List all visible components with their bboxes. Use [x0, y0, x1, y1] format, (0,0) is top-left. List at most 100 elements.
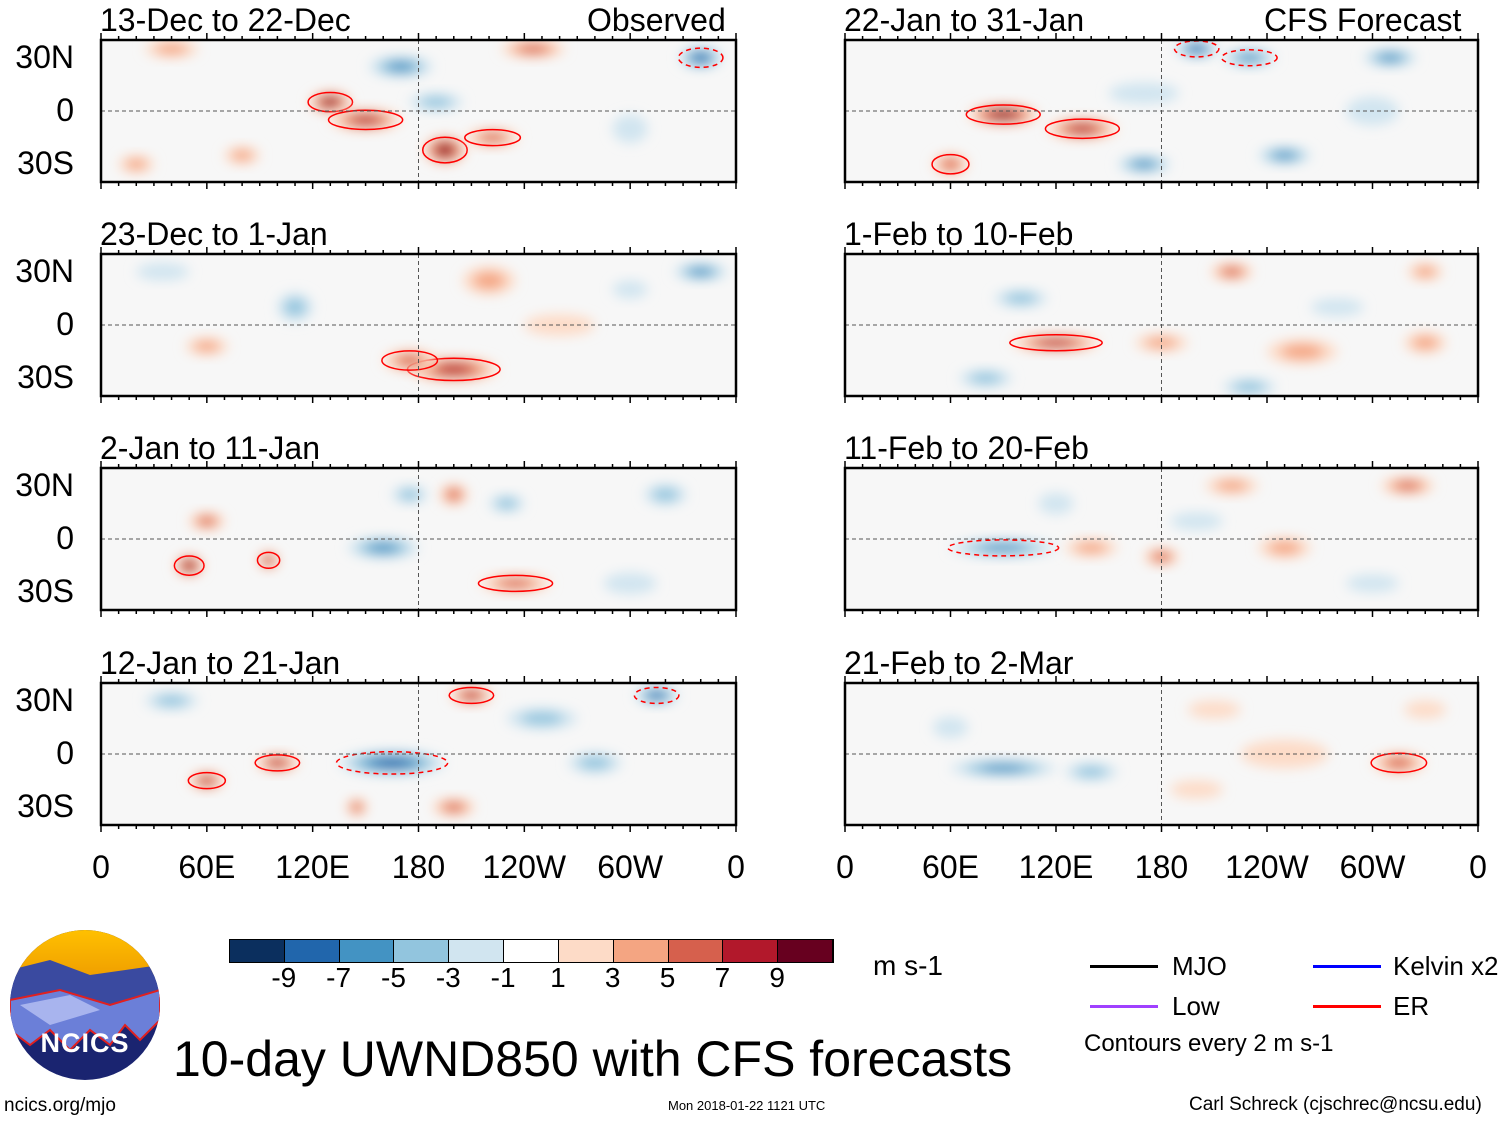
- westerly-anomaly: [1210, 262, 1253, 281]
- easterly-anomaly: [145, 691, 199, 710]
- westerly-anomaly: [185, 337, 228, 356]
- er-contour: [1370, 752, 1428, 774]
- lon-tick-label: 120W: [482, 849, 567, 885]
- panel-title: 22-Jan to 31-Jan: [844, 2, 1085, 38]
- easterly-anomaly: [612, 280, 648, 299]
- colorbar-tick-label: 3: [604, 962, 621, 993]
- er-contour: [187, 771, 227, 790]
- easterly-anomaly: [1108, 82, 1180, 104]
- colorbar: [229, 939, 834, 963]
- easterly-anomaly: [1310, 298, 1364, 317]
- author-credit: Carl Schreck (cjschrec@ncsu.edu): [1189, 1094, 1482, 1115]
- easterly-anomaly: [409, 93, 463, 111]
- westerly-anomaly: [257, 551, 280, 570]
- lon-tick-label: 180: [391, 849, 446, 885]
- panel-title: 13-Dec to 22-Dec: [100, 2, 351, 38]
- lat-tick-label: 0: [56, 735, 74, 771]
- legend-mjo-line: [1090, 965, 1158, 968]
- westerly-anomaly: [432, 798, 475, 817]
- er-contour: [381, 350, 439, 371]
- map-panel: [843, 461, 1480, 617]
- er-contour: [421, 136, 468, 164]
- legend-mjo-label: MJO: [1172, 951, 1227, 981]
- lat-tick-label: 0: [56, 520, 74, 556]
- map-panel: [99, 676, 738, 832]
- easterly-anomaly: [959, 369, 1013, 388]
- er-contour: [633, 686, 680, 705]
- er-contour: [677, 47, 724, 69]
- colorbar-tick-label: 5: [659, 962, 676, 993]
- easterly-anomaly: [950, 759, 1056, 778]
- panel-title: 2-Jan to 11-Jan: [100, 430, 320, 466]
- westerly-anomaly: [932, 153, 969, 175]
- panel-title: 11-Feb to 20-Feb: [844, 430, 1089, 466]
- er-contour: [931, 153, 970, 175]
- colorbar-swatch: [504, 940, 559, 962]
- source-url[interactable]: ncics.org/mjo: [4, 1095, 116, 1116]
- lat-tick-label: 0: [56, 92, 74, 128]
- easterly-anomaly: [506, 707, 578, 730]
- westerly-anomaly: [189, 771, 225, 790]
- westerly-anomaly: [256, 754, 299, 772]
- colorbar-swatch: [284, 940, 340, 962]
- easterly-anomaly: [932, 716, 969, 739]
- easterly-anomaly: [950, 539, 1056, 557]
- westerly-anomaly: [1404, 700, 1447, 719]
- er-contour: [256, 551, 281, 570]
- westerly-anomaly: [1047, 118, 1118, 140]
- forecast-column-label: CFS Forecast: [1264, 2, 1462, 38]
- lon-tick-label: 60E: [922, 849, 979, 885]
- lat-tick-label: 30N: [15, 466, 74, 503]
- westerly-anomaly: [224, 146, 260, 165]
- easterly-anomaly: [369, 55, 433, 78]
- lon-tick-label: 120E: [275, 849, 351, 885]
- easterly-anomaly: [347, 537, 419, 559]
- lat-tick-label: 30S: [17, 573, 74, 610]
- er-contour: [464, 128, 522, 147]
- legend-er-label: ER: [1393, 991, 1430, 1021]
- westerly-anomaly: [1407, 262, 1443, 281]
- legend-er-line: [1313, 1005, 1381, 1008]
- colorbar-swatch: [339, 940, 395, 962]
- lon-tick-label: 0: [727, 849, 745, 885]
- contour-note: Contours every 2 m s-1: [1084, 1030, 1334, 1057]
- westerly-anomaly: [175, 554, 204, 577]
- lon-tick-label: 0: [92, 849, 110, 885]
- lon-tick-label: 0: [1469, 849, 1487, 885]
- map-panel: [843, 33, 1480, 189]
- westerly-anomaly: [1012, 333, 1100, 352]
- observed-column-label: Observed: [587, 2, 726, 38]
- panel-title: 23-Dec to 1-Jan: [100, 216, 328, 252]
- lon-tick-label: 0: [836, 849, 854, 885]
- westerly-anomaly: [1381, 476, 1435, 495]
- colorbar-swatch: [668, 940, 724, 962]
- easterly-anomaly: [489, 494, 525, 513]
- westerly-anomaly: [439, 483, 468, 506]
- legend-low-label: Low: [1172, 991, 1220, 1021]
- westerly-anomaly: [145, 40, 199, 58]
- westerly-anomaly: [1135, 333, 1188, 352]
- easterly-anomaly: [568, 752, 622, 774]
- map-panel: [843, 676, 1480, 832]
- er-contour: [254, 754, 301, 772]
- lat-tick-label: 30S: [17, 788, 74, 825]
- westerly-anomaly: [1404, 332, 1447, 354]
- easterly-anomaly: [1223, 378, 1276, 396]
- lon-tick-label: 120E: [1018, 849, 1094, 885]
- westerly-anomaly: [1258, 537, 1311, 559]
- colorbar-swatch: [613, 940, 669, 962]
- colorbar-tick-label: -1: [490, 962, 516, 993]
- westerly-anomaly: [1205, 476, 1259, 495]
- lon-tick-label: 60E: [178, 849, 236, 885]
- westerly-anomaly: [501, 40, 565, 58]
- legend-low-line: [1090, 1005, 1158, 1008]
- map-panel: [843, 247, 1480, 403]
- er-contour: [173, 555, 205, 576]
- westerly-anomaly: [1170, 780, 1224, 799]
- easterly-anomaly: [1170, 512, 1224, 531]
- panel-title: 1-Feb to 10-Feb: [844, 216, 1074, 252]
- lat-tick-label: 30N: [15, 252, 74, 289]
- westerly-anomaly: [330, 109, 401, 131]
- colorbar-tick-label: 7: [714, 962, 731, 993]
